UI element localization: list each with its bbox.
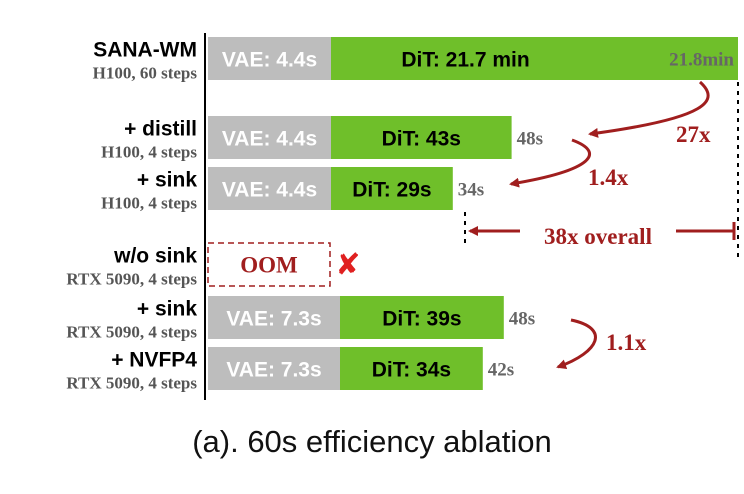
dit-bar-label: DiT: 21.7 min (401, 49, 529, 72)
fail-cross-icon: ✘ (335, 248, 360, 283)
vae-bar (208, 37, 331, 80)
row-label: + sink (137, 298, 197, 321)
dit-bar (331, 37, 738, 80)
dit-bar-label: DiT: 34s (372, 359, 451, 382)
dit-bar (331, 167, 453, 210)
row-label: + distill (124, 118, 197, 141)
vae-bar (208, 296, 340, 339)
speedup-arrow (556, 318, 597, 370)
figure-caption: (a). 60s efficiency ablation (192, 424, 552, 459)
dit-bar (331, 116, 512, 159)
vae-bar-label: VAE: 4.4s (222, 128, 317, 151)
speedup-label: 1.1x (606, 330, 647, 355)
ablation-chart: SANA-WM H100, 60 steps + distill H100, 4 st… (66, 33, 739, 400)
vae-bar-label: VAE: 7.3s (226, 308, 321, 331)
total-time-label: 21.8min (669, 50, 734, 71)
oom-label: OOM (240, 253, 298, 278)
vae-bar-label: VAE: 4.4s (222, 49, 317, 72)
total-time-label: 48s (517, 129, 543, 150)
row-sublabel: RTX 5090, 4 steps (66, 270, 197, 289)
speedup-label: 1.4x (588, 165, 629, 190)
row-label: SANA-WM (93, 39, 197, 62)
speedup-label: 38x overall (544, 224, 652, 249)
vae-bar (208, 347, 340, 390)
vae-bar (208, 167, 331, 210)
vae-bar (208, 116, 331, 159)
total-time-label: 42s (488, 360, 514, 381)
row-label: + sink (137, 169, 197, 192)
dit-bar (340, 347, 483, 390)
total-time-label: 34s (458, 180, 484, 201)
row-sublabel: H100, 4 steps (101, 194, 197, 213)
vae-bar-label: VAE: 7.3s (226, 359, 321, 382)
row-sublabel: H100, 4 steps (101, 143, 197, 162)
row-label: w/o sink (113, 245, 197, 268)
dit-bar-label: DiT: 39s (382, 308, 461, 331)
dit-bar-label: DiT: 43s (382, 128, 461, 151)
row-sublabel: H100, 60 steps (93, 64, 198, 83)
vae-bar-label: VAE: 4.4s (222, 179, 317, 202)
total-time-label: 48s (509, 309, 535, 330)
dit-bar (340, 296, 504, 339)
speedup-label: 27x (676, 122, 711, 147)
row-sublabel: RTX 5090, 4 steps (66, 323, 197, 342)
oom-box (207, 242, 331, 287)
dit-bar-label: DiT: 29s (352, 179, 431, 202)
speedup-arrow (588, 80, 710, 138)
row-sublabel: RTX 5090, 4 steps (66, 374, 197, 393)
speedup-arrow (509, 138, 591, 188)
row-label: + NVFP4 (111, 349, 197, 372)
